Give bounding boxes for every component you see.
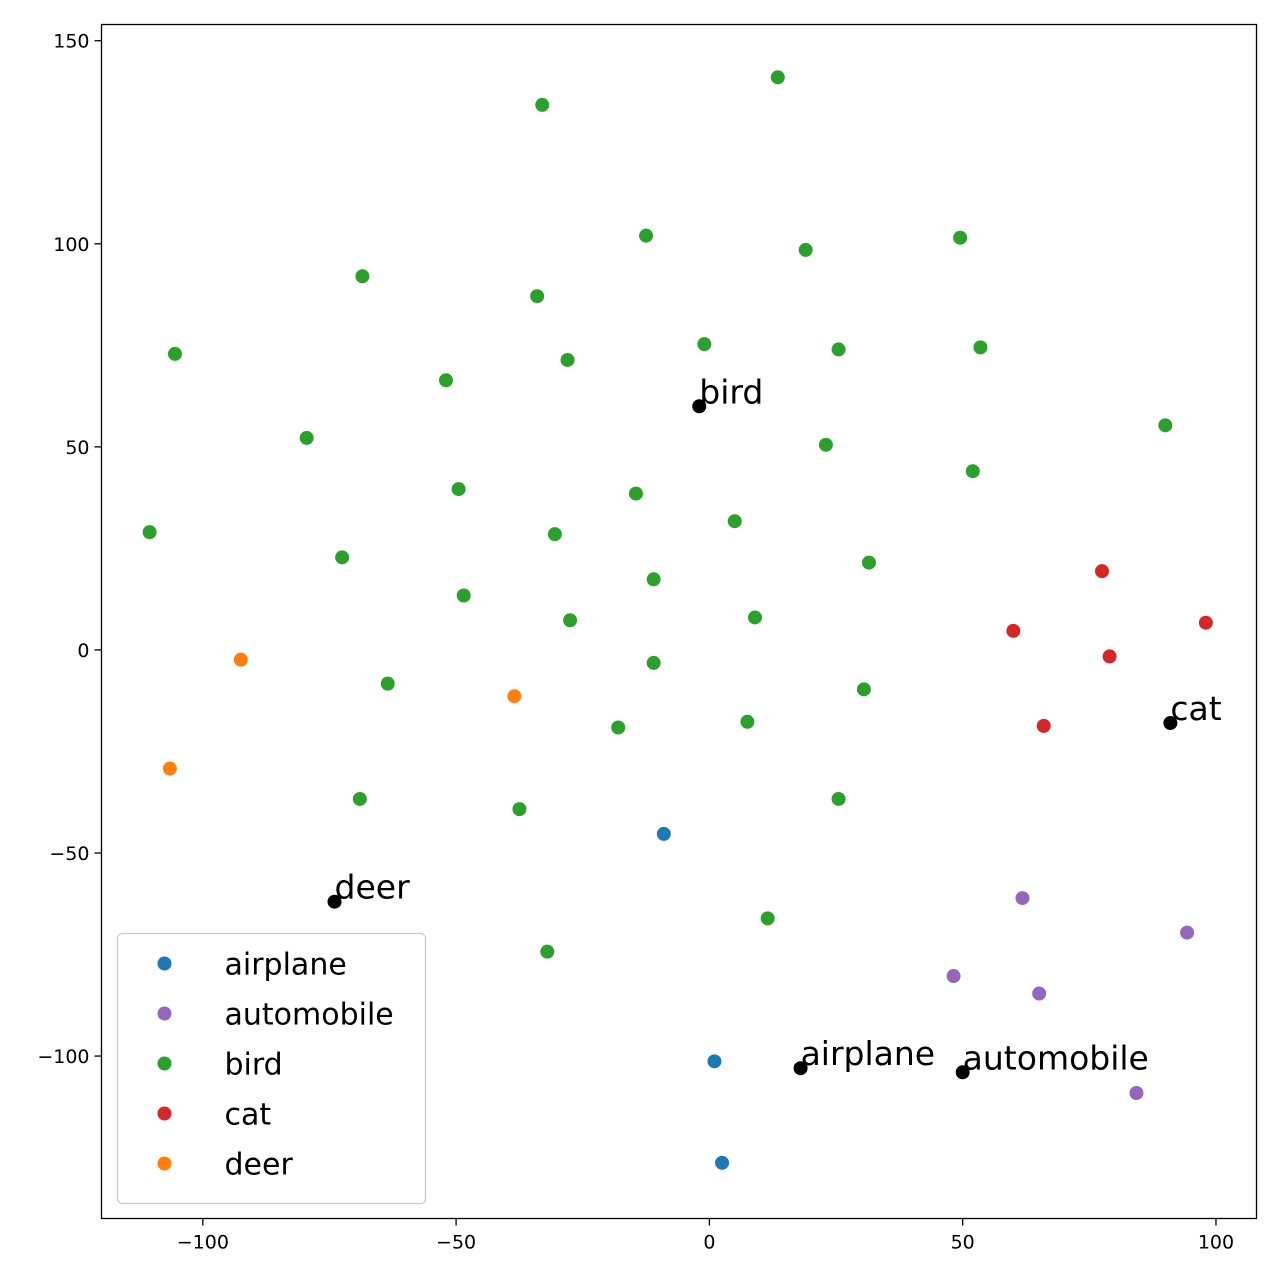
bird-point	[646, 572, 661, 587]
bird-point	[727, 514, 742, 529]
x-tick-label: 100	[1198, 1232, 1234, 1254]
annotation-label: bird	[699, 372, 763, 411]
annotation-point	[327, 894, 342, 909]
bird-point	[335, 550, 350, 565]
automobile-point	[1129, 1086, 1144, 1101]
bird-point	[299, 430, 314, 445]
bird-point	[167, 346, 182, 361]
airplane-point	[707, 1054, 722, 1069]
y-tick-label: −100	[37, 1046, 89, 1068]
cat-point	[1198, 615, 1213, 630]
bird-point	[1158, 418, 1173, 433]
x-tick-label: −50	[436, 1232, 476, 1254]
bird-point	[770, 70, 785, 85]
x-tick-label: 0	[703, 1232, 715, 1254]
bird-point	[965, 464, 980, 479]
bird-point	[798, 242, 813, 257]
bird-point	[512, 802, 527, 817]
automobile-point	[1032, 986, 1047, 1001]
bird-point	[540, 944, 555, 959]
bird-point	[628, 486, 643, 501]
automobile-point	[1180, 925, 1195, 940]
bird-point	[740, 714, 755, 729]
bird-point	[861, 555, 876, 570]
x-tick-label: 50	[951, 1232, 975, 1254]
y-tick-label: 0	[77, 640, 89, 662]
bird-point	[547, 527, 562, 542]
bird-point	[818, 437, 833, 452]
annotation-point	[793, 1061, 808, 1076]
bird-point	[560, 352, 575, 367]
bird-point	[831, 342, 846, 357]
annotation-label: automobile	[963, 1038, 1149, 1077]
legend-label-airplane: airplane	[225, 948, 347, 983]
y-tick-label: 150	[53, 31, 89, 53]
legend-marker-airplane	[157, 956, 172, 971]
legend-label-cat: cat	[225, 1098, 272, 1133]
automobile-point	[1015, 891, 1030, 906]
cat-point	[1102, 649, 1117, 664]
bird-point	[438, 373, 453, 388]
annotation-point	[955, 1065, 970, 1080]
airplane-point	[715, 1155, 730, 1170]
bird-point	[380, 676, 395, 691]
legend: airplane automobile bird cat deer	[116, 932, 427, 1205]
automobile-point	[946, 969, 961, 984]
annotation-label: airplane	[801, 1034, 936, 1073]
airplane-point	[656, 826, 671, 841]
legend-box	[116, 932, 427, 1205]
bird-point	[142, 525, 157, 540]
x-axis: −100 −50 0 50 100	[177, 1218, 1234, 1254]
bird-point	[697, 337, 712, 352]
annotation-point	[692, 399, 707, 414]
bird-point	[953, 230, 968, 245]
legend-label-bird: bird	[225, 1048, 283, 1083]
y-tick-label: 100	[53, 234, 89, 256]
legend-label-automobile: automobile	[225, 998, 394, 1033]
annotation-label: deer	[335, 868, 411, 907]
bird-point	[611, 720, 626, 735]
bird-point	[760, 911, 775, 926]
legend-marker-automobile	[157, 1006, 172, 1021]
bird-point	[639, 228, 654, 243]
chart-marks	[142, 70, 1213, 1170]
legend-marker-cat	[157, 1106, 172, 1121]
bird-point	[646, 655, 661, 670]
legend-label-deer: deer	[225, 1148, 294, 1183]
deer-point	[507, 689, 522, 704]
bird-point	[747, 610, 762, 625]
bird-point	[530, 289, 545, 304]
bird-point	[451, 482, 466, 497]
deer-point	[233, 652, 248, 667]
cat-point	[1006, 623, 1021, 638]
bird-point	[563, 613, 578, 628]
annotations: bird cat deer airplane automobile	[327, 372, 1222, 1080]
bird-point	[535, 97, 550, 112]
y-tick-label: −50	[49, 843, 89, 865]
plot-frame	[100, 23, 1258, 1220]
annotation-label: cat	[1170, 689, 1221, 728]
cat-point	[1094, 564, 1109, 579]
y-axis: −100 −50 0 50 100 150	[37, 31, 102, 1068]
annotation-point	[1163, 716, 1178, 731]
bird-point	[456, 588, 471, 603]
bird-point	[831, 791, 846, 806]
cat-point	[1036, 718, 1051, 733]
bird-point	[355, 269, 370, 284]
legend-marker-bird	[157, 1056, 172, 1071]
bird-point	[352, 791, 367, 806]
legend-marker-deer	[157, 1156, 172, 1171]
y-tick-label: 50	[65, 437, 89, 459]
bird-point	[856, 682, 871, 697]
x-tick-label: −100	[177, 1232, 229, 1254]
bird-point	[973, 340, 988, 355]
deer-point	[162, 761, 177, 776]
